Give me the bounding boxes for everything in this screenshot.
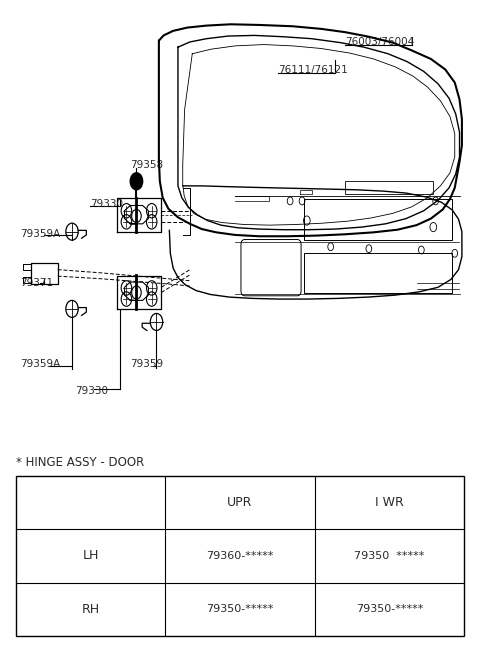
Text: 76003/76004: 76003/76004 (345, 37, 414, 47)
Bar (304, 199, 452, 240)
Text: I WR: I WR (375, 496, 404, 509)
Text: 79330: 79330 (90, 199, 123, 209)
Text: 79350-*****: 79350-***** (206, 604, 274, 614)
Text: LH: LH (82, 549, 99, 562)
Text: 79371: 79371 (21, 278, 54, 288)
Circle shape (130, 173, 143, 190)
Text: 79330: 79330 (75, 386, 108, 396)
Text: * HINGE ASSY - DOOR: * HINGE ASSY - DOOR (16, 456, 144, 469)
Text: UPR: UPR (228, 496, 252, 509)
Bar (345, 181, 433, 194)
Bar (16, 476, 464, 636)
Text: RH: RH (82, 602, 99, 616)
Text: 76111/76121: 76111/76121 (278, 65, 348, 75)
Text: 79359A: 79359A (21, 229, 61, 238)
Text: 79360-*****: 79360-***** (206, 551, 274, 561)
Text: 79350  *****: 79350 ***** (354, 551, 425, 561)
Bar (304, 253, 452, 292)
Text: 79358: 79358 (130, 160, 163, 170)
Text: 79359A: 79359A (21, 359, 61, 369)
Text: 79350-*****: 79350-***** (356, 604, 423, 614)
Text: 79359: 79359 (130, 359, 163, 369)
